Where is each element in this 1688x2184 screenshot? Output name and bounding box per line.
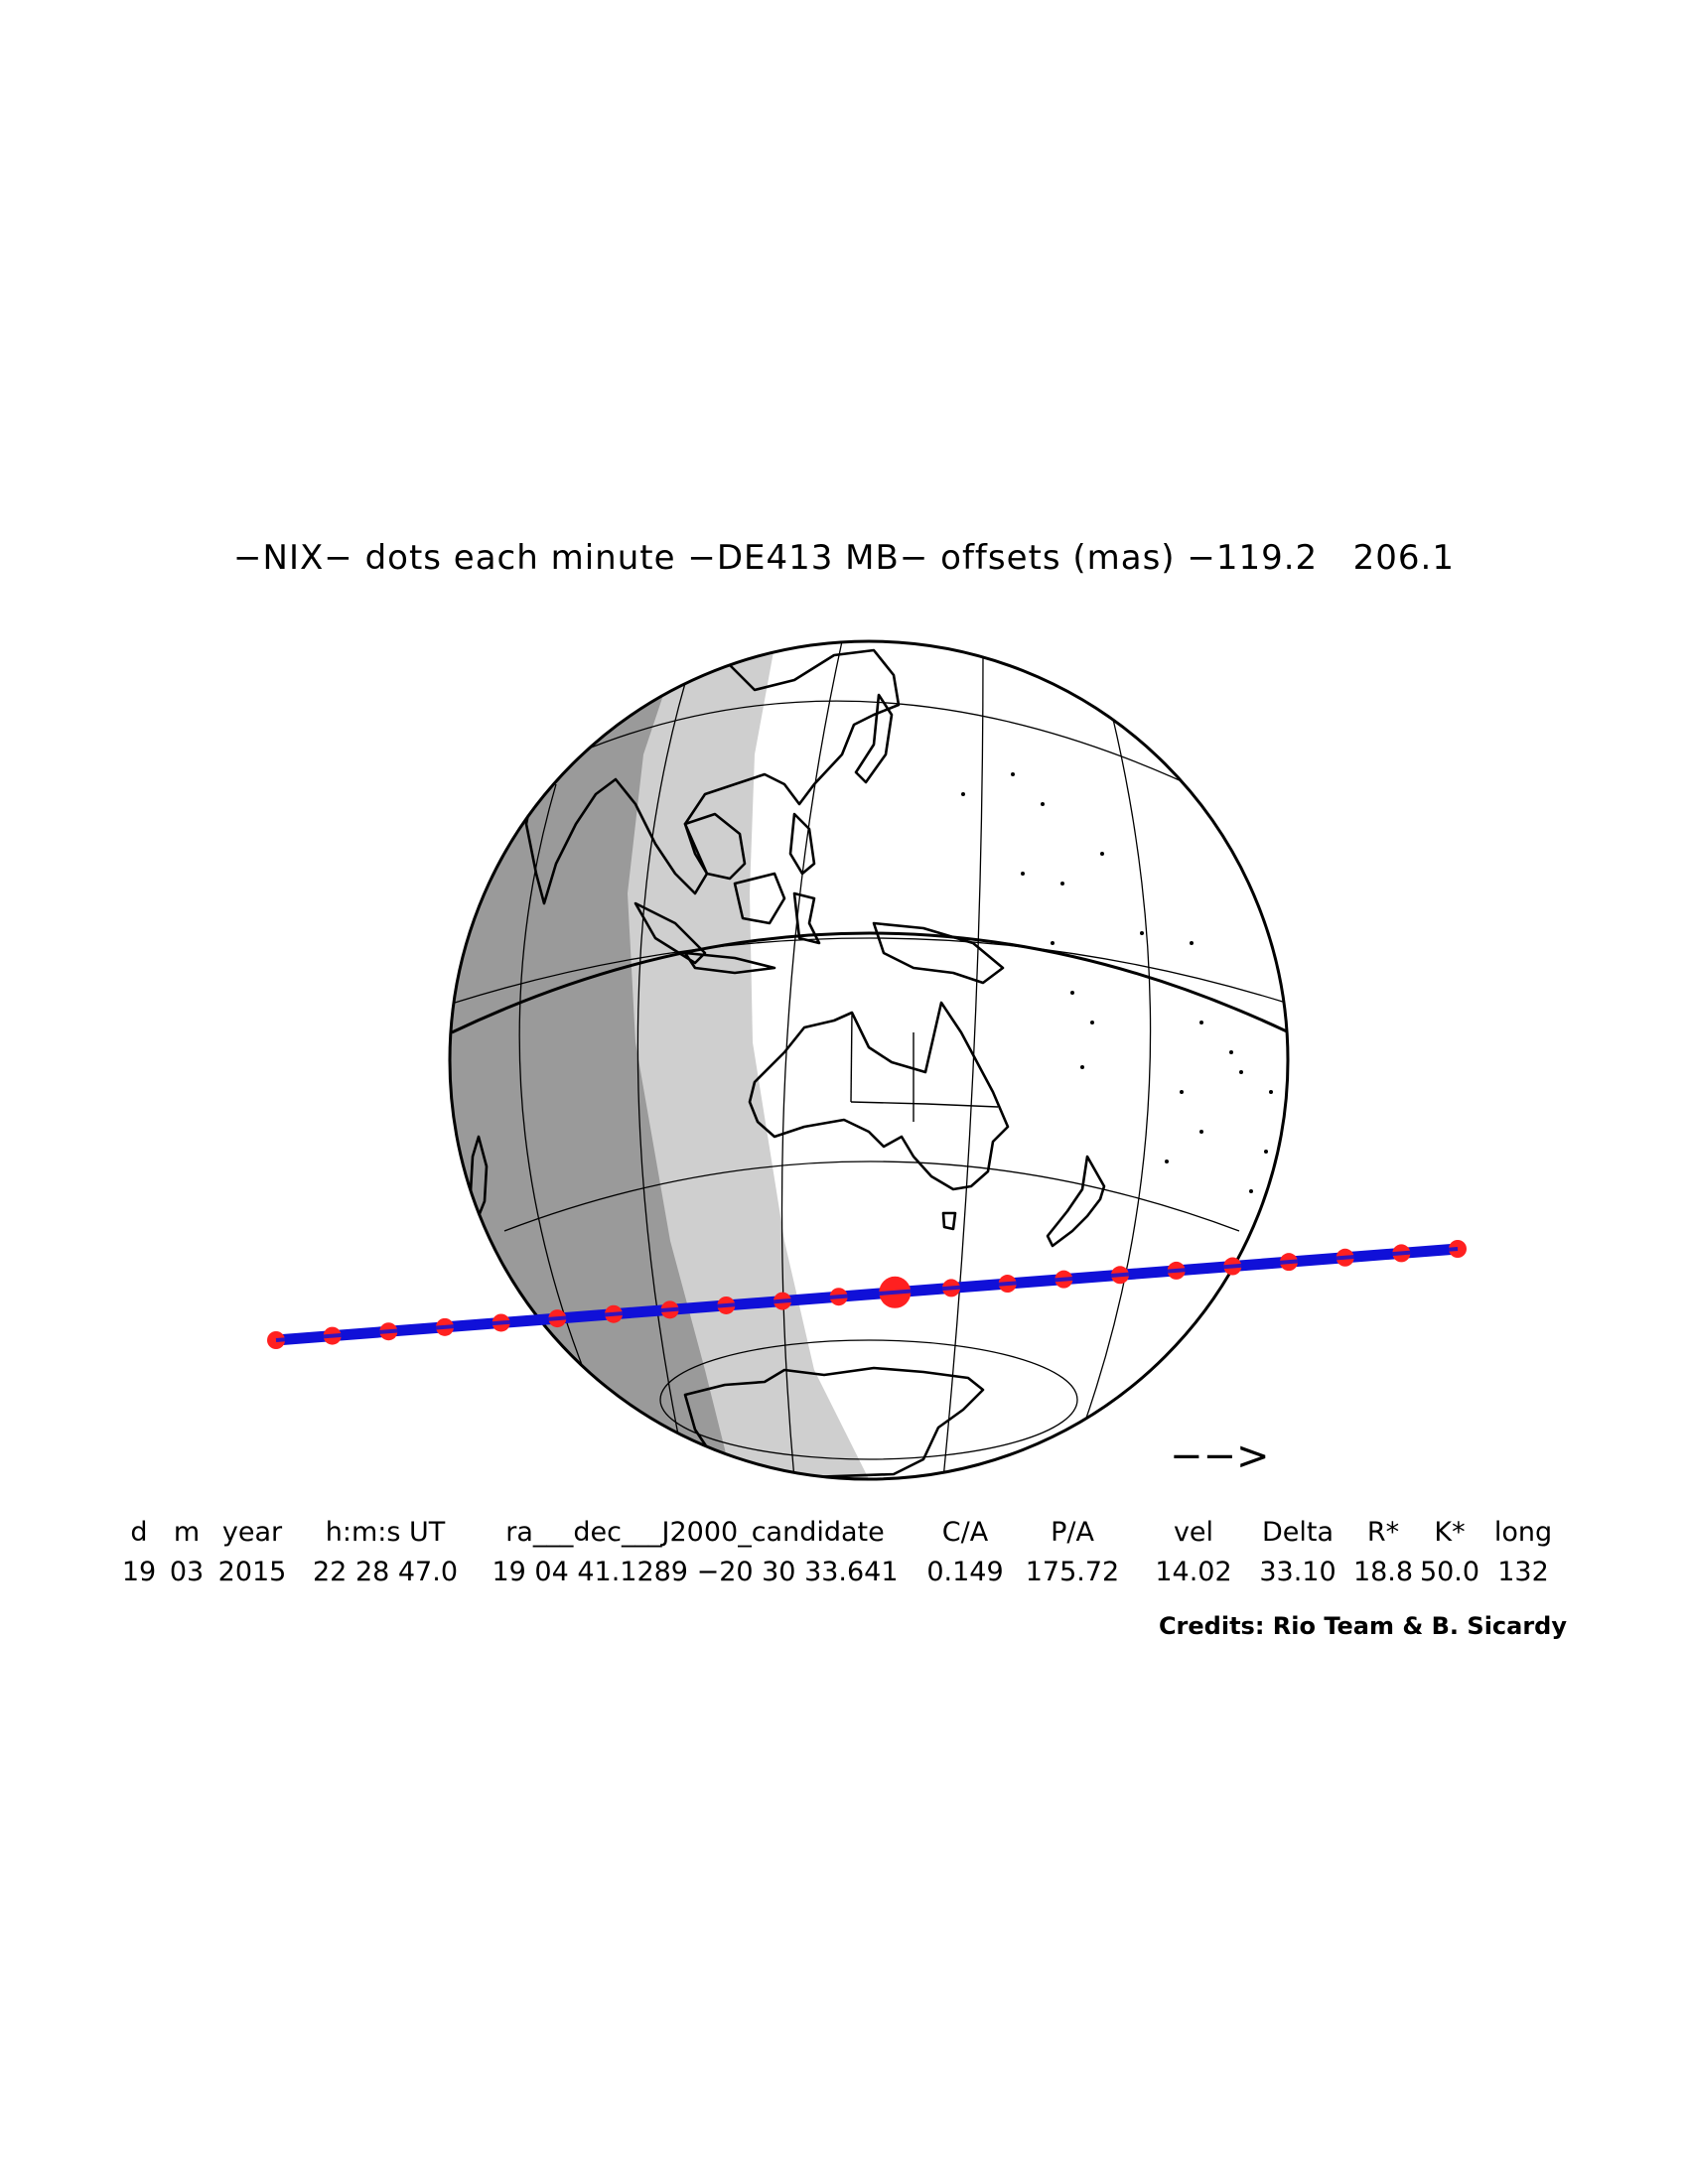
value-cell: 14.02 bbox=[1155, 1557, 1232, 1587]
header-cell: R* bbox=[1366, 1517, 1400, 1548]
shadow-limit bbox=[451, 931, 1288, 1034]
new-zealand-outline bbox=[1046, 1155, 1106, 1248]
header-cell: P/A bbox=[1051, 1517, 1094, 1548]
java-outline bbox=[683, 951, 776, 975]
pacific-islands bbox=[961, 772, 1273, 1193]
value-cell: 19 04 41.1289 −20 30 33.641 bbox=[492, 1557, 899, 1587]
header-cell: h:m:s UT bbox=[325, 1517, 446, 1548]
value-cell: 132 bbox=[1497, 1557, 1549, 1587]
header-cell: Delta bbox=[1261, 1517, 1335, 1548]
coastlines bbox=[469, 641, 1106, 1479]
value-cell: 50.0 bbox=[1419, 1557, 1480, 1587]
japan-outline bbox=[854, 693, 894, 784]
value-cell: 03 bbox=[169, 1557, 205, 1587]
header-cell: year bbox=[221, 1517, 283, 1548]
globe-outline bbox=[448, 639, 1290, 1481]
value-cell: 175.72 bbox=[1025, 1557, 1120, 1587]
indochina-outline bbox=[683, 812, 747, 881]
track-line-overlay bbox=[275, 1247, 1459, 1342]
night-shading bbox=[450, 641, 1288, 1479]
direction-arrow: −−> bbox=[1170, 1433, 1270, 1479]
header-cell: K* bbox=[1434, 1517, 1466, 1548]
borneo-outline bbox=[733, 872, 786, 925]
australia-outline bbox=[748, 1001, 1010, 1191]
new-guinea-outline bbox=[872, 921, 1005, 985]
value-cell: 22 28 47.0 bbox=[313, 1557, 458, 1587]
occultation-track bbox=[267, 1240, 1467, 1349]
value-cell: 19 bbox=[121, 1557, 157, 1587]
philippines-outline bbox=[788, 812, 816, 876]
header-cell: d bbox=[130, 1517, 148, 1548]
table-value-row: 19 03 2015 22 28 47.0 19 04 41.1289 −20 … bbox=[0, 1557, 1688, 1596]
value-cell: 0.149 bbox=[926, 1557, 1004, 1587]
header-cell: vel bbox=[1173, 1517, 1214, 1548]
header-cell: long bbox=[1493, 1517, 1553, 1548]
table-header-row: d m year h:m:s UT ra___dec___J2000_candi… bbox=[0, 1517, 1688, 1557]
header-cell: m bbox=[173, 1517, 201, 1548]
night-zone bbox=[450, 641, 735, 1479]
value-cell: 2015 bbox=[217, 1557, 287, 1587]
plot-title: −NIX− dots each minute −DE413 MB− offset… bbox=[233, 538, 1455, 578]
sumatra-outline bbox=[633, 901, 707, 965]
credits: Credits: Rio Team & B. Sicardy bbox=[1158, 1612, 1567, 1640]
asia-outline bbox=[524, 641, 901, 905]
header-cell: ra___dec___J2000_candidate bbox=[505, 1517, 885, 1548]
state-borders bbox=[850, 1012, 999, 1122]
header-cell: C/A bbox=[941, 1517, 989, 1548]
value-cell: 18.8 bbox=[1352, 1557, 1414, 1587]
tasmania-outline bbox=[941, 1211, 957, 1231]
sulawesi-outline bbox=[792, 891, 821, 945]
value-cell: 33.10 bbox=[1259, 1557, 1336, 1587]
